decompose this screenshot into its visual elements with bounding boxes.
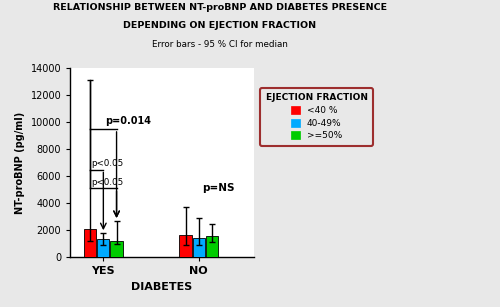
Text: p<0.05: p<0.05 bbox=[91, 178, 123, 187]
Legend: <40 %, 40-49%, >=50%: <40 %, 40-49%, >=50% bbox=[260, 88, 373, 146]
Bar bbox=[180, 235, 192, 257]
Text: DEPENDING ON EJECTION FRACTION: DEPENDING ON EJECTION FRACTION bbox=[124, 21, 316, 30]
Bar bbox=[206, 236, 218, 257]
Bar bbox=[98, 239, 110, 257]
Text: Error bars - 95 % CI for median: Error bars - 95 % CI for median bbox=[152, 40, 288, 49]
X-axis label: DIABETES: DIABETES bbox=[132, 282, 192, 292]
Bar bbox=[84, 229, 96, 257]
Text: p=NS: p=NS bbox=[202, 183, 235, 193]
Text: RELATIONSHIP BETWEEN NT-proBNP AND DIABETES PRESENCE: RELATIONSHIP BETWEEN NT-proBNP AND DIABE… bbox=[53, 3, 387, 12]
Bar bbox=[110, 241, 122, 257]
Bar bbox=[192, 238, 205, 257]
Y-axis label: NT-proBNP (pg/ml): NT-proBNP (pg/ml) bbox=[15, 112, 25, 214]
Text: p<0.05: p<0.05 bbox=[91, 159, 123, 168]
Text: p=0.014: p=0.014 bbox=[106, 116, 152, 126]
